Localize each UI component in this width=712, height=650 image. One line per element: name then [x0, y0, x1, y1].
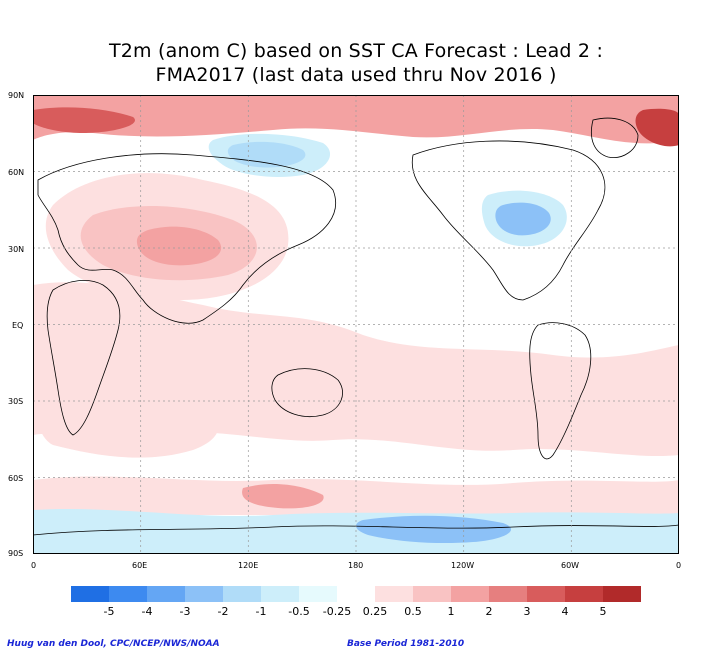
- lon-label-120w: 120W: [451, 561, 475, 570]
- lat-label-30n: 30N: [8, 245, 25, 254]
- colorbar-tick-label: 0.5: [404, 605, 422, 618]
- map-title-line-2: FMA2017 (last data used thru Nov 2016 ): [155, 64, 557, 86]
- colorbar-swatch: [261, 586, 300, 602]
- colorbar-tick-label: -2: [217, 605, 229, 618]
- colorbar-tick-label: 0.25: [362, 605, 388, 618]
- lon-label-60w: 60W: [561, 561, 580, 570]
- coastline-antarctica: [33, 524, 679, 536]
- colorbar-tick-label: 4: [561, 605, 569, 618]
- anomaly-region-na-core: [495, 202, 551, 236]
- colorbar-tick-label: -5: [103, 605, 115, 618]
- lat-label-90s: 90S: [8, 549, 24, 558]
- colorbar-swatch: [147, 586, 186, 602]
- colorbar-tick-label: -3: [179, 605, 191, 618]
- colorbar-tick-label: 2: [485, 605, 493, 618]
- lat-label-eq: EQ: [12, 321, 24, 330]
- anomaly-map: [33, 95, 679, 554]
- coastline-south-america: [529, 322, 592, 460]
- coastline-greenland: [591, 117, 639, 158]
- colorbar-tick-label: -1: [255, 605, 267, 618]
- colorbar-swatch: [489, 586, 528, 602]
- anomaly-region-arctic: [33, 95, 679, 144]
- anomaly-region-siberia-core: [227, 141, 306, 168]
- colorbar-swatch: [375, 586, 414, 602]
- lon-label-60e: 60E: [132, 561, 148, 570]
- coastlines: [33, 117, 679, 536]
- colorbar-swatch: [109, 586, 148, 602]
- anomaly-region-asia-peak: [136, 226, 222, 266]
- colorbar-tick-label: -0.5: [288, 605, 310, 618]
- map-title-line-1: T2m (anom C) based on SST CA Forecast : …: [108, 40, 604, 62]
- colorbar-swatch: [71, 586, 110, 602]
- colorbar-tick-label: -4: [141, 605, 153, 618]
- base-period-text: Base Period 1981-2010: [347, 639, 465, 649]
- colorbar-swatch: [299, 586, 338, 602]
- anomaly-region-southern-warm-peak: [242, 484, 324, 509]
- colorbar-swatch: [451, 586, 490, 602]
- lon-label-180: 180: [348, 561, 364, 570]
- graticule: [33, 95, 679, 554]
- colorbar-swatch: [337, 586, 376, 602]
- anomaly-region-south-pacific: [346, 355, 549, 430]
- lon-label-120e: 120E: [238, 561, 259, 570]
- colorbar-swatch: [223, 586, 262, 602]
- lat-label-60n: 60N: [8, 168, 25, 177]
- coastline-north-america: [411, 140, 606, 301]
- colorbar-tick-label: 3: [523, 605, 531, 618]
- lat-label-90n: 90N: [8, 91, 25, 100]
- anomaly-region-antarctic-core: [356, 515, 512, 544]
- lat-label-60s: 60S: [8, 474, 24, 483]
- colorbar-tick-label: -0.25: [322, 605, 352, 618]
- colorbar-swatch: [185, 586, 224, 602]
- credit-text: Huug van den Dool, CPC/NCEP/NWS/NOAA: [7, 639, 220, 649]
- coastline-eurasia: [37, 153, 336, 324]
- colorbar-swatch: [603, 586, 641, 602]
- lat-label-30s: 30S: [8, 397, 24, 406]
- lon-label-0-left: 0: [31, 561, 37, 570]
- colorbar-swatch: [565, 586, 604, 602]
- anomaly-region-south-indian: [36, 371, 219, 458]
- map-border: [33, 95, 679, 554]
- coastline-australia: [271, 368, 343, 417]
- coastline-africa: [46, 280, 121, 436]
- colorbar-tick-label: 5: [599, 605, 607, 618]
- colorbar-tick-label: 1: [447, 605, 455, 618]
- anomaly-region-arctic-core: [33, 107, 135, 133]
- anomaly-region-greenland: [635, 108, 679, 147]
- colorbar-swatch: [527, 586, 566, 602]
- colorbar: [71, 586, 641, 602]
- lon-label-0-right: 0: [676, 561, 682, 570]
- colorbar-swatch: [413, 586, 452, 602]
